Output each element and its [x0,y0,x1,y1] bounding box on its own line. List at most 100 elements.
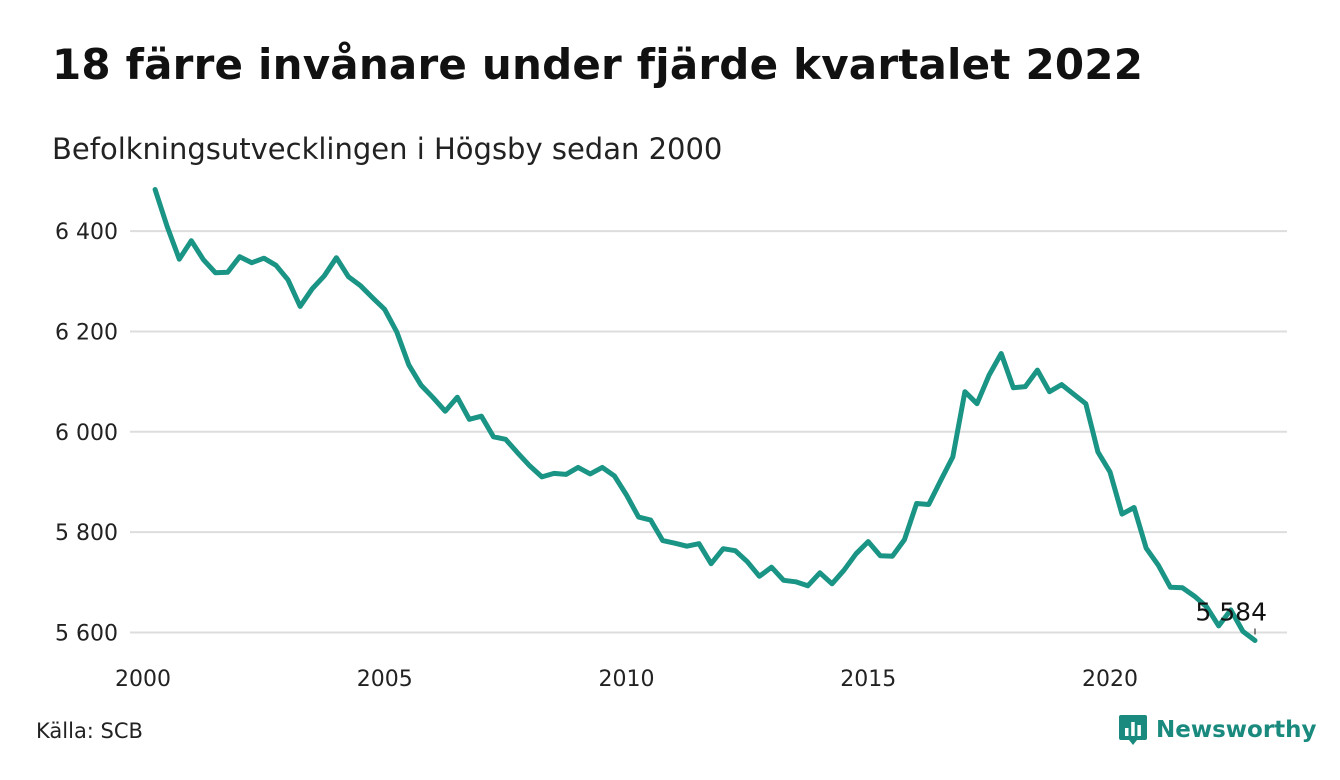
y-tick-label: 6 400 [55,220,118,245]
data-point [491,434,496,439]
data-point [346,274,351,279]
data-point [1071,392,1076,397]
data-point [467,417,472,422]
data-point [551,471,556,476]
data-point [443,409,448,414]
data-point [310,286,315,291]
gridlines [130,230,1287,634]
end-value-label: 5 584 [1195,597,1267,626]
data-point [358,283,363,288]
data-point [1023,384,1028,389]
data-point [479,414,484,419]
data-point [733,548,738,553]
data-point [1083,401,1088,406]
data-point [394,329,399,334]
data-point [588,471,593,476]
data-point [419,383,424,388]
data-point [914,501,919,506]
data-point [273,263,278,268]
x-tick-label: 2020 [1082,667,1138,692]
x-tick-label: 2015 [840,667,896,692]
data-point [854,551,859,556]
data-point [322,273,327,278]
chart-title: 18 färre invånare under fjärde kvartalet… [52,40,1144,89]
data-point [153,187,158,192]
data-point [805,583,810,588]
data-point [697,541,702,546]
data-point [1156,563,1161,568]
data-point [1144,546,1149,551]
data-point [1168,585,1173,590]
data-point [1120,512,1125,517]
data-point [213,270,218,275]
data-point [503,437,508,442]
brand-name: Newsworthy [1156,717,1317,743]
data-point [975,401,980,406]
data-point [515,450,520,455]
data-point [431,395,436,400]
data-point [648,518,653,523]
y-tick-label: 5 600 [55,621,118,646]
data-point [866,539,871,544]
data-point [564,472,569,477]
data-point [189,238,194,243]
x-tick-label: 2000 [115,667,171,692]
x-tick-label: 2005 [357,667,413,692]
data-point [298,304,303,309]
series-line [152,187,1258,643]
data-point [829,581,834,586]
data-point [1253,638,1258,643]
data-point [382,307,387,312]
data-point [781,578,786,583]
data-point [987,373,992,378]
data-point [406,363,411,368]
data-point [237,254,242,259]
data-point [539,474,544,479]
data-point [950,454,955,459]
data-point [1011,385,1016,390]
data-point [334,255,339,260]
data-point [938,478,943,483]
data-point [1107,469,1112,474]
data-point [999,351,1004,356]
data-point [842,568,847,573]
y-tick-label: 6 200 [55,320,118,345]
data-point [576,465,581,470]
data-point [455,395,460,400]
data-point [624,492,629,497]
data-point [1095,449,1100,454]
data-point [660,538,665,543]
data-point [926,502,931,507]
data-point [757,574,762,579]
newsworthy-logo-icon [1119,715,1147,745]
data-point [1240,629,1245,634]
data-point [261,256,266,261]
x-tick-label: 2010 [598,667,654,692]
data-point [527,463,532,468]
data-point [817,570,822,575]
data-point [1059,382,1064,387]
data-point [600,465,605,470]
data-point [636,515,641,520]
data-point [1132,505,1137,510]
data-point [1047,389,1052,394]
data-point [286,277,291,282]
x-axis-tick-labels: 2000 2005 2010 2015 2020 [115,667,1138,692]
data-point [769,565,774,570]
chart-subtitle: Befolkningsutvecklingen i Högsby sedan 2… [52,132,723,166]
data-point [684,544,689,549]
data-point [878,553,883,558]
brand-logo[interactable]: Newsworthy [1118,713,1317,747]
data-point [370,295,375,300]
data-point [1035,368,1040,373]
data-point [890,554,895,559]
data-point [962,389,967,394]
data-point [709,561,714,566]
data-point [902,537,907,542]
data-point [793,579,798,584]
series-layer [152,187,1258,643]
data-point [1180,585,1185,590]
data-point [612,473,617,478]
data-point [165,224,170,229]
